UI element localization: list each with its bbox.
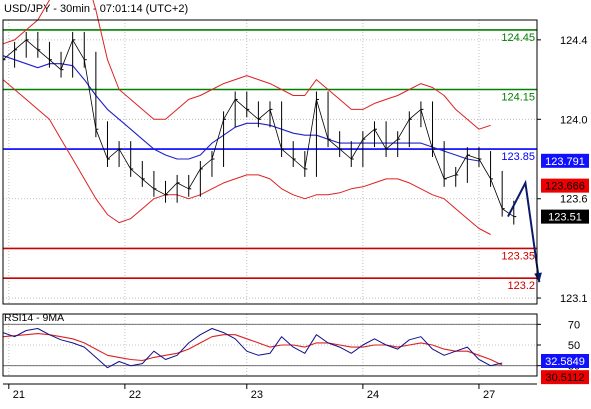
level-label: 124.45 — [501, 32, 535, 44]
rsi-y-tick-label: 50 — [568, 340, 580, 352]
price-close-line — [2, 39, 515, 217]
price-badge-bg — [541, 178, 589, 193]
price-badge-bg — [541, 153, 589, 168]
price-badge-bg — [541, 209, 589, 224]
price-y-tick-label: 123.1 — [560, 293, 588, 305]
price-y-tick-label: 124.0 — [560, 114, 588, 126]
badges-layer: 123.791 123.666 123.51 32.5849 30.5112 — [541, 153, 589, 385]
level-label: 123.35 — [501, 250, 535, 262]
x-tick-label: 24 — [367, 389, 379, 401]
rsi-ma-badge-label: 30.5112 — [546, 372, 585, 384]
price-badge-label: 123.51 — [548, 212, 582, 224]
price-badge-label: 123.666 — [545, 181, 585, 193]
rsi-badge-bg — [541, 354, 589, 369]
rsi-layer — [2, 328, 503, 369]
price-badge-label: 123.791 — [545, 156, 585, 168]
grid-layer — [3, 20, 537, 376]
bollinger-upper-line — [2, 0, 491, 130]
moving-average-line — [2, 55, 480, 162]
rsi-ma-badge-bg — [541, 370, 589, 385]
rsi-badge-label: 32.5849 — [545, 356, 585, 368]
rsi-panel-title: RSI14 - 9MA — [4, 312, 64, 324]
x-tick-label: 22 — [129, 389, 141, 401]
price-y-tick-label: 123.6 — [560, 194, 588, 206]
bands-layer — [2, 0, 491, 235]
price-y-tick-label: 124.4 — [560, 35, 588, 47]
forecast-arrow-line — [507, 179, 541, 283]
forecast-arrow-head — [534, 272, 542, 283]
level-label: 123.85 — [501, 151, 535, 163]
rsi-y-tick-label: 70 — [568, 319, 580, 331]
rsi-line — [2, 328, 503, 369]
x-tick-label: 27 — [483, 389, 495, 401]
x-tick-label: 21 — [13, 389, 25, 401]
levels-layer: 124.45 124.15 123.85 123.35 123.2 — [3, 29, 537, 367]
level-label: 123.2 — [507, 280, 535, 292]
price-panel-frame — [2, 19, 538, 305]
bollinger-lower-line — [2, 79, 491, 235]
x-tick-label: 23 — [251, 389, 263, 401]
rsi-ma-line — [2, 333, 503, 366]
level-label: 124.15 — [501, 92, 535, 104]
